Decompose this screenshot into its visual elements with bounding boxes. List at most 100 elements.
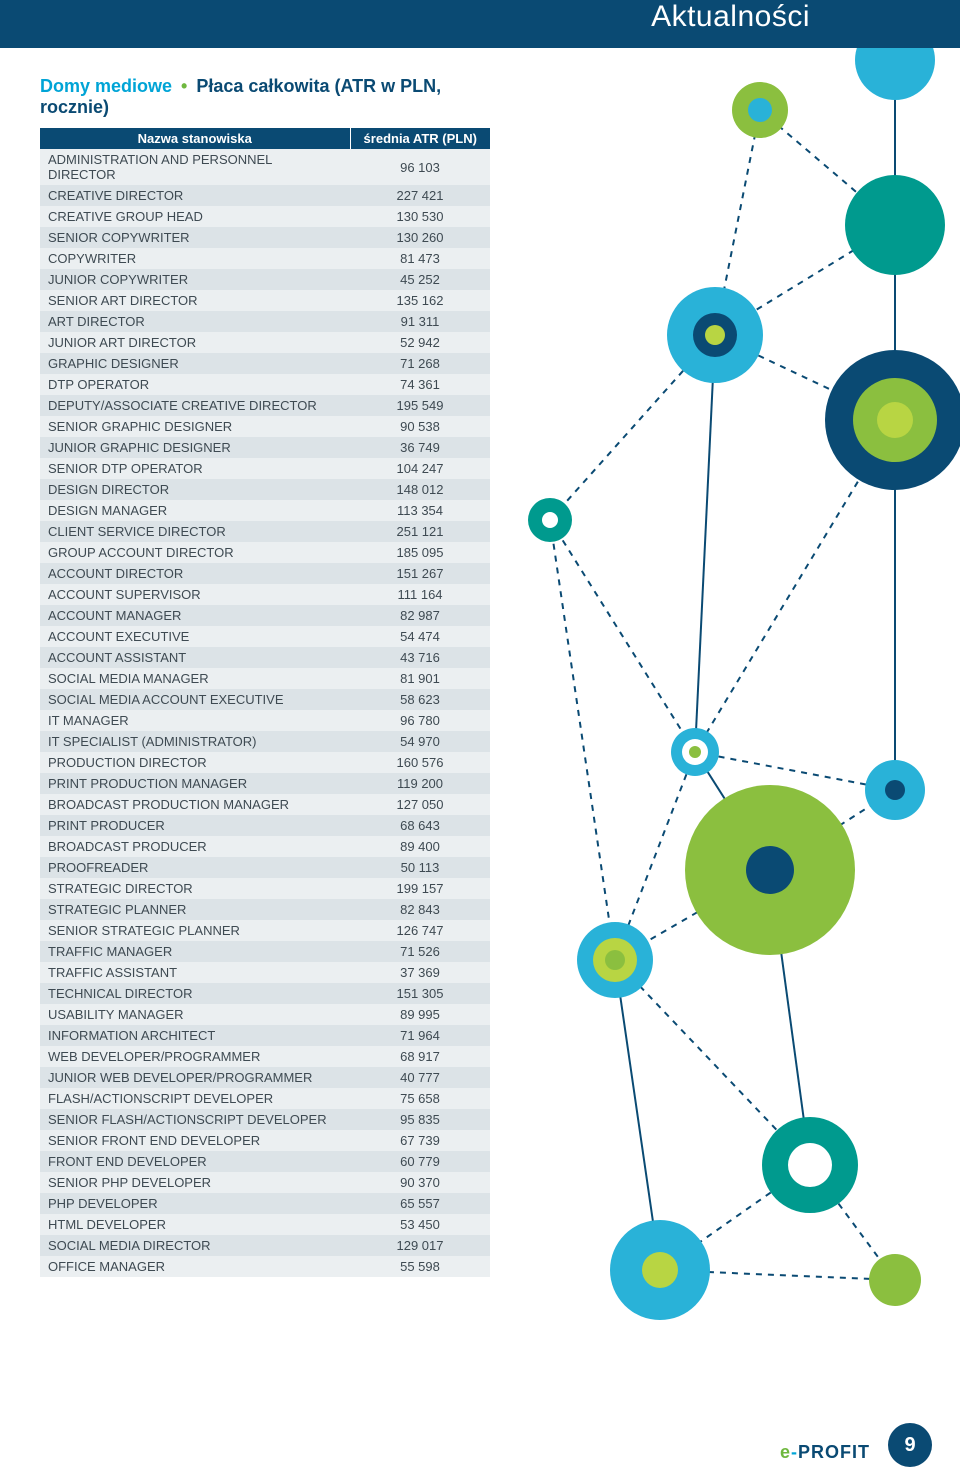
cell-atr: 104 247 xyxy=(350,458,490,479)
cell-position: SOCIAL MEDIA MANAGER xyxy=(40,668,350,689)
cell-atr: 71 268 xyxy=(350,353,490,374)
cell-position: SOCIAL MEDIA ACCOUNT EXECUTIVE xyxy=(40,689,350,710)
section-title: Domy mediowe • Płaca całkowita (ATR w PL… xyxy=(40,76,490,118)
brand-dash: - xyxy=(791,1442,798,1462)
cell-atr: 53 450 xyxy=(350,1214,490,1235)
table-row: SOCIAL MEDIA MANAGER81 901 xyxy=(40,668,490,689)
cell-position: USABILITY MANAGER xyxy=(40,1004,350,1025)
cell-atr: 71 526 xyxy=(350,941,490,962)
cell-atr: 75 658 xyxy=(350,1088,490,1109)
cell-atr: 90 370 xyxy=(350,1172,490,1193)
cell-atr: 43 716 xyxy=(350,647,490,668)
cell-position: JUNIOR COPYWRITER xyxy=(40,269,350,290)
cell-position: IT SPECIALIST (ADMINISTRATOR) xyxy=(40,731,350,752)
cell-position: STRATEGIC PLANNER xyxy=(40,899,350,920)
cell-atr: 54 474 xyxy=(350,626,490,647)
cell-atr: 71 964 xyxy=(350,1025,490,1046)
cell-position: SENIOR GRAPHIC DESIGNER xyxy=(40,416,350,437)
table-row: CLIENT SERVICE DIRECTOR251 121 xyxy=(40,521,490,542)
cell-atr: 130 260 xyxy=(350,227,490,248)
table-row: ART DIRECTOR91 311 xyxy=(40,311,490,332)
cell-position: ART DIRECTOR xyxy=(40,311,350,332)
cell-position: INFORMATION ARCHITECT xyxy=(40,1025,350,1046)
cell-atr: 81 901 xyxy=(350,668,490,689)
col-atr: średnia ATR (PLN) xyxy=(350,128,490,149)
cell-atr: 90 538 xyxy=(350,416,490,437)
cell-position: DTP OPERATOR xyxy=(40,374,350,395)
cell-atr: 95 835 xyxy=(350,1109,490,1130)
cell-position: STRATEGIC DIRECTOR xyxy=(40,878,350,899)
cell-atr: 60 779 xyxy=(350,1151,490,1172)
page-number-badge: 9 xyxy=(888,1423,932,1467)
cell-atr: 129 017 xyxy=(350,1235,490,1256)
cell-position: JUNIOR ART DIRECTOR xyxy=(40,332,350,353)
table-row: SENIOR STRATEGIC PLANNER126 747 xyxy=(40,920,490,941)
cell-position: TRAFFIC ASSISTANT xyxy=(40,962,350,983)
brand-e: e xyxy=(780,1442,791,1462)
table-row: SENIOR DTP OPERATOR104 247 xyxy=(40,458,490,479)
cell-position: CREATIVE GROUP HEAD xyxy=(40,206,350,227)
cell-position: ACCOUNT EXECUTIVE xyxy=(40,626,350,647)
cell-position: BROADCAST PRODUCER xyxy=(40,836,350,857)
table-row: CREATIVE GROUP HEAD130 530 xyxy=(40,206,490,227)
cell-atr: 227 421 xyxy=(350,185,490,206)
salary-table: Nazwa stanowiska średnia ATR (PLN) ADMIN… xyxy=(40,128,490,1277)
cell-position: PHP DEVELOPER xyxy=(40,1193,350,1214)
cell-atr: 89 995 xyxy=(350,1004,490,1025)
cell-position: ACCOUNT MANAGER xyxy=(40,605,350,626)
cell-position: SENIOR FLASH/ACTIONSCRIPT DEVELOPER xyxy=(40,1109,350,1130)
cell-atr: 36 749 xyxy=(350,437,490,458)
cell-atr: 67 739 xyxy=(350,1130,490,1151)
table-row: SENIOR PHP DEVELOPER90 370 xyxy=(40,1172,490,1193)
table-row: PROOFREADER50 113 xyxy=(40,857,490,878)
table-row: DEPUTY/ASSOCIATE CREATIVE DIRECTOR195 54… xyxy=(40,395,490,416)
cell-atr: 160 576 xyxy=(350,752,490,773)
cell-atr: 50 113 xyxy=(350,857,490,878)
cell-atr: 126 747 xyxy=(350,920,490,941)
table-row: PRINT PRODUCER68 643 xyxy=(40,815,490,836)
table-row: DESIGN DIRECTOR148 012 xyxy=(40,479,490,500)
table-row: SENIOR COPYWRITER130 260 xyxy=(40,227,490,248)
table-row: CREATIVE DIRECTOR227 421 xyxy=(40,185,490,206)
cell-atr: 251 121 xyxy=(350,521,490,542)
cell-atr: 82 843 xyxy=(350,899,490,920)
table-row: ACCOUNT ASSISTANT43 716 xyxy=(40,647,490,668)
cell-position: ACCOUNT DIRECTOR xyxy=(40,563,350,584)
cell-atr: 151 267 xyxy=(350,563,490,584)
footer-brand: e-PROFIT xyxy=(780,1442,870,1463)
cell-position: DESIGN MANAGER xyxy=(40,500,350,521)
cell-atr: 148 012 xyxy=(350,479,490,500)
title-bullet: • xyxy=(181,76,187,96)
table-row: BROADCAST PRODUCTION MANAGER127 050 xyxy=(40,794,490,815)
content: Domy mediowe • Płaca całkowita (ATR w PL… xyxy=(0,48,490,1277)
cell-atr: 74 361 xyxy=(350,374,490,395)
cell-atr: 55 598 xyxy=(350,1256,490,1277)
cell-atr: 111 164 xyxy=(350,584,490,605)
table-row: SENIOR FLASH/ACTIONSCRIPT DEVELOPER95 83… xyxy=(40,1109,490,1130)
cell-position: CLIENT SERVICE DIRECTOR xyxy=(40,521,350,542)
cell-position: SENIOR ART DIRECTOR xyxy=(40,290,350,311)
cell-position: HTML DEVELOPER xyxy=(40,1214,350,1235)
brand-profit: PROFIT xyxy=(798,1442,870,1462)
cell-atr: 81 473 xyxy=(350,248,490,269)
cell-position: TECHNICAL DIRECTOR xyxy=(40,983,350,1004)
cell-position: SENIOR COPYWRITER xyxy=(40,227,350,248)
cell-atr: 54 970 xyxy=(350,731,490,752)
cell-position: FRONT END DEVELOPER xyxy=(40,1151,350,1172)
cell-atr: 113 354 xyxy=(350,500,490,521)
table-row: STRATEGIC PLANNER82 843 xyxy=(40,899,490,920)
cell-atr: 91 311 xyxy=(350,311,490,332)
cell-atr: 151 305 xyxy=(350,983,490,1004)
cell-position: SENIOR PHP DEVELOPER xyxy=(40,1172,350,1193)
table-row: TRAFFIC MANAGER71 526 xyxy=(40,941,490,962)
table-row: SENIOR FRONT END DEVELOPER67 739 xyxy=(40,1130,490,1151)
table-row: STRATEGIC DIRECTOR199 157 xyxy=(40,878,490,899)
table-row: IT SPECIALIST (ADMINISTRATOR)54 970 xyxy=(40,731,490,752)
cell-atr: 96 103 xyxy=(350,149,490,185)
cell-atr: 68 643 xyxy=(350,815,490,836)
table-row: JUNIOR COPYWRITER45 252 xyxy=(40,269,490,290)
cell-position: ACCOUNT ASSISTANT xyxy=(40,647,350,668)
cell-position: SENIOR FRONT END DEVELOPER xyxy=(40,1130,350,1151)
cell-atr: 89 400 xyxy=(350,836,490,857)
table-row: IT MANAGER96 780 xyxy=(40,710,490,731)
